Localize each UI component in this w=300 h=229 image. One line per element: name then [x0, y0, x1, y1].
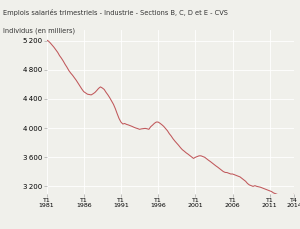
Text: Emplois salariés trimestriels - Industrie - Sections B, C, D et E - CVS: Emplois salariés trimestriels - Industri…: [3, 9, 228, 16]
Text: Individus (en milliers): Individus (en milliers): [3, 27, 75, 34]
